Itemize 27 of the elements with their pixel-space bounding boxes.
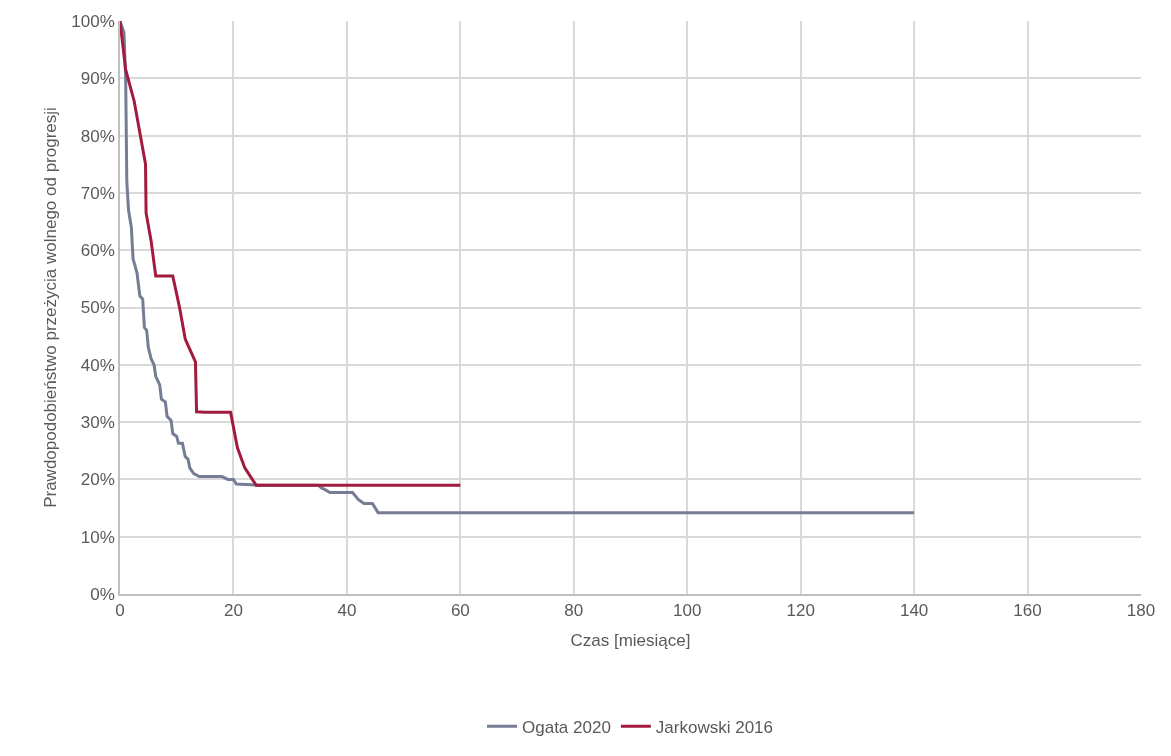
y-tick-label: 30% bbox=[80, 413, 115, 433]
x-tick-label: 80 bbox=[564, 601, 584, 621]
legend-label: Ogata 2020 bbox=[522, 717, 611, 737]
y-tick-label: 10% bbox=[80, 527, 115, 547]
x-tick-label: 0 bbox=[115, 601, 125, 621]
x-tick-label: 140 bbox=[899, 601, 929, 621]
y-axis-title: Prawdopodobieństwo przeżycia wolnego od progresji bbox=[41, 107, 61, 508]
x-tick-label: 60 bbox=[450, 601, 470, 621]
line-series bbox=[120, 21, 916, 515]
x-tick-label: 160 bbox=[1013, 601, 1042, 621]
y-tick-label: 100% bbox=[71, 11, 115, 31]
x-tick-label: 20 bbox=[223, 601, 243, 621]
y-tick-label: 20% bbox=[80, 470, 115, 490]
line-series bbox=[120, 21, 462, 487]
x-axis-title: Czas [miesiące] bbox=[570, 631, 691, 651]
y-tick-label: 0% bbox=[90, 584, 115, 604]
y-tick-label: 60% bbox=[80, 241, 115, 261]
y-tick-label: 70% bbox=[80, 183, 115, 203]
x-tick-label: 180 bbox=[1126, 601, 1156, 621]
x-tick-label: 120 bbox=[786, 601, 815, 621]
legend-label: Jarkowski 2016 bbox=[655, 717, 774, 737]
y-tick-label: 90% bbox=[80, 69, 115, 89]
y-tick-label: 80% bbox=[80, 126, 115, 146]
y-tick-label: 40% bbox=[80, 355, 115, 375]
y-tick-label: 50% bbox=[80, 298, 115, 318]
x-tick-label: 100 bbox=[673, 601, 702, 621]
x-tick-label: 40 bbox=[337, 601, 357, 621]
